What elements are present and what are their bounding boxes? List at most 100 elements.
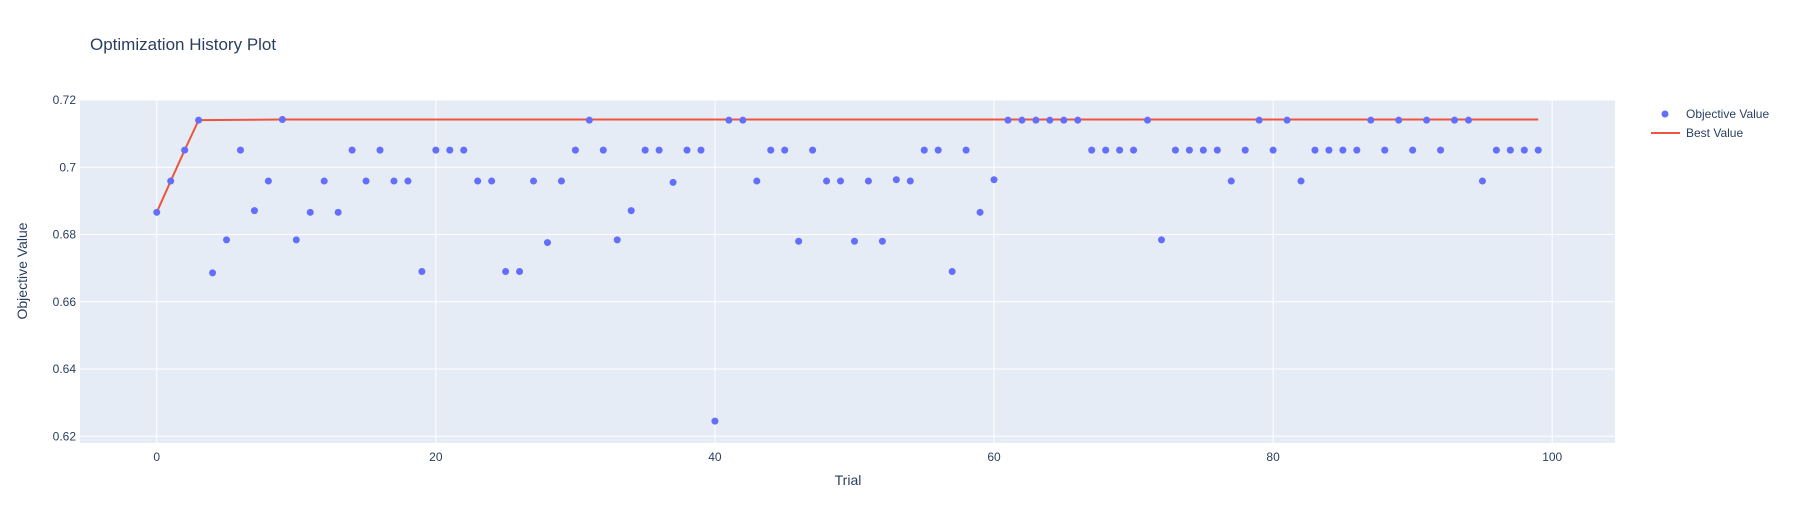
objective-point[interactable] — [781, 146, 789, 154]
objective-point[interactable] — [1283, 116, 1291, 124]
objective-point[interactable] — [739, 116, 747, 124]
objective-point[interactable] — [543, 239, 551, 247]
objective-point[interactable] — [1255, 116, 1263, 124]
objective-point[interactable] — [530, 177, 538, 185]
objective-point[interactable] — [502, 268, 510, 275]
objective-point[interactable] — [1381, 146, 1389, 154]
objective-point[interactable] — [1269, 146, 1277, 154]
objective-point[interactable] — [1451, 116, 1459, 124]
objective-point[interactable] — [474, 177, 482, 185]
objective-point[interactable] — [753, 177, 761, 185]
objective-point[interactable] — [571, 146, 579, 154]
objective-point[interactable] — [795, 237, 803, 245]
objective-point[interactable] — [1171, 146, 1179, 154]
objective-point[interactable] — [376, 146, 384, 154]
objective-point[interactable] — [627, 207, 635, 215]
objective-point[interactable] — [948, 268, 956, 275]
objective-point[interactable] — [516, 268, 524, 275]
objective-point[interactable] — [823, 177, 831, 185]
objective-point[interactable] — [390, 177, 398, 185]
objective-point[interactable] — [362, 177, 370, 185]
objective-point[interactable] — [1409, 146, 1417, 154]
objective-point[interactable] — [1423, 116, 1431, 124]
objective-point[interactable] — [767, 146, 775, 154]
objective-point[interactable] — [962, 146, 970, 154]
objective-point[interactable] — [878, 237, 886, 245]
objective-point[interactable] — [1018, 116, 1026, 124]
objective-point[interactable] — [153, 208, 161, 216]
objective-point[interactable] — [1325, 146, 1333, 154]
objective-point[interactable] — [1353, 146, 1361, 154]
objective-point[interactable] — [1520, 146, 1528, 154]
objective-point[interactable] — [488, 177, 496, 185]
objective-point[interactable] — [460, 146, 468, 154]
objective-point[interactable] — [599, 146, 607, 154]
objective-point[interactable] — [585, 116, 593, 124]
objective-point[interactable] — [934, 146, 942, 154]
objective-point[interactable] — [348, 146, 356, 154]
objective-point[interactable] — [906, 177, 914, 185]
objective-point[interactable] — [334, 208, 342, 216]
objective-point[interactable] — [418, 268, 426, 275]
objective-point[interactable] — [557, 177, 565, 185]
objective-point[interactable] — [278, 116, 286, 123]
objective-point[interactable] — [655, 146, 663, 154]
objective-point[interactable] — [892, 176, 900, 184]
objective-point[interactable] — [850, 237, 858, 245]
objective-point[interactable] — [1339, 146, 1347, 154]
objective-point[interactable] — [1004, 116, 1012, 124]
objective-point[interactable] — [1032, 116, 1040, 124]
objective-point[interactable] — [1437, 146, 1445, 154]
objective-point[interactable] — [250, 207, 258, 215]
objective-point[interactable] — [167, 177, 175, 185]
objective-point[interactable] — [181, 146, 189, 154]
objective-point[interactable] — [320, 177, 328, 185]
objective-point[interactable] — [1199, 146, 1207, 154]
objective-point[interactable] — [1227, 177, 1235, 185]
objective-point[interactable] — [446, 146, 454, 154]
objective-point[interactable] — [697, 146, 705, 154]
objective-point[interactable] — [236, 146, 244, 154]
objective-point[interactable] — [920, 146, 928, 154]
objective-point[interactable] — [1102, 146, 1110, 154]
legend-objective-label[interactable]: Objective Value — [1686, 107, 1769, 121]
objective-point[interactable] — [1088, 146, 1096, 154]
objective-point[interactable] — [711, 417, 719, 425]
objective-point[interactable] — [264, 177, 272, 185]
objective-point[interactable] — [1185, 146, 1193, 154]
objective-point[interactable] — [669, 178, 677, 186]
objective-point[interactable] — [292, 236, 300, 244]
objective-point[interactable] — [1157, 236, 1165, 244]
objective-point[interactable] — [404, 177, 412, 185]
objective-point[interactable] — [613, 236, 621, 244]
objective-point[interactable] — [725, 116, 733, 124]
objective-point[interactable] — [1297, 177, 1305, 185]
objective-point[interactable] — [223, 236, 231, 244]
objective-point[interactable] — [1213, 146, 1221, 154]
objective-point[interactable] — [1144, 116, 1152, 124]
objective-point[interactable] — [864, 177, 872, 185]
objective-point[interactable] — [1311, 146, 1319, 154]
objective-point[interactable] — [1046, 116, 1054, 124]
objective-point[interactable] — [432, 146, 440, 154]
objective-point[interactable] — [683, 146, 691, 154]
objective-point[interactable] — [1060, 116, 1068, 124]
legend-best-label[interactable]: Best Value — [1686, 126, 1743, 140]
objective-point[interactable] — [1506, 146, 1514, 154]
objective-point[interactable] — [1367, 116, 1375, 124]
objective-point[interactable] — [1241, 146, 1249, 154]
objective-point[interactable] — [1478, 177, 1486, 185]
objective-point[interactable] — [809, 146, 817, 154]
objective-point[interactable] — [1116, 146, 1124, 154]
objective-point[interactable] — [1074, 116, 1082, 124]
objective-point[interactable] — [209, 269, 217, 277]
objective-point[interactable] — [195, 116, 203, 124]
objective-point[interactable] — [837, 177, 845, 185]
objective-point[interactable] — [641, 146, 649, 154]
objective-point[interactable] — [1130, 146, 1138, 154]
objective-point[interactable] — [1492, 146, 1500, 154]
objective-point[interactable] — [1395, 116, 1403, 124]
objective-point[interactable] — [990, 176, 998, 184]
objective-point[interactable] — [976, 208, 984, 216]
objective-point[interactable] — [1464, 116, 1472, 124]
